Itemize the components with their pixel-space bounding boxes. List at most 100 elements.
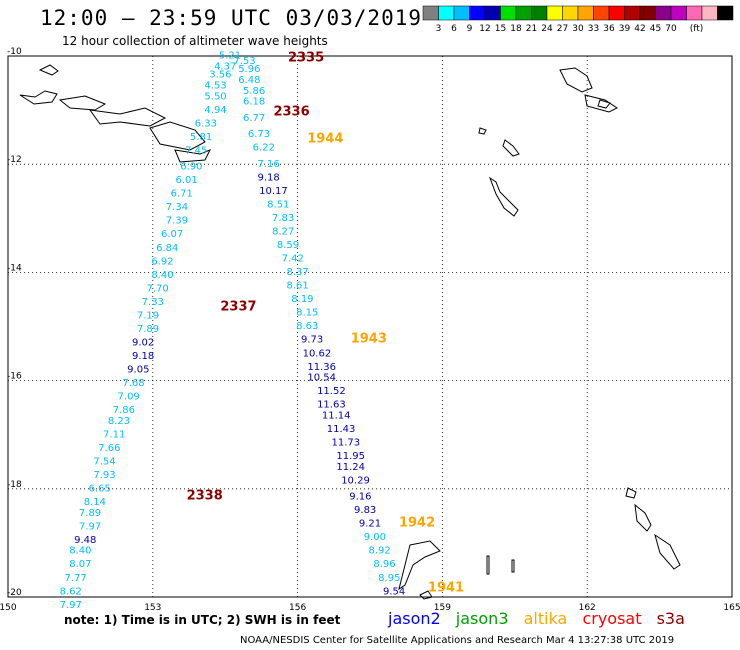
wave-height-label: 9.05	[127, 364, 149, 375]
pass-time-label: 2337	[220, 299, 256, 314]
y-tick-label: -10	[7, 47, 22, 57]
x-tick-label: 159	[434, 603, 451, 613]
wave-height-label: 9.83	[354, 505, 376, 516]
scale-swatch	[438, 5, 455, 21]
wave-height-label: 11.73	[332, 438, 361, 449]
wave-height-label: 5.81	[190, 132, 212, 143]
scale-swatch	[717, 5, 734, 21]
scale-swatch	[562, 5, 579, 21]
wave-height-label: 8.14	[84, 497, 106, 508]
wave-height-label: 7.33	[142, 297, 164, 308]
coastline	[488, 176, 519, 217]
scale-swatch	[608, 5, 625, 21]
wave-height-label: 7.93	[93, 470, 115, 481]
y-tick-label: -20	[7, 588, 22, 598]
wave-height-label: 7.09	[118, 392, 140, 403]
wave-height-label: 7.97	[79, 521, 101, 532]
wave-height-label: 9.02	[132, 337, 154, 348]
wave-height-label: 4.94	[204, 105, 226, 116]
scale-swatch	[670, 5, 687, 21]
pass-time-label: 2336	[273, 105, 309, 120]
x-tick-label: 150	[0, 603, 17, 613]
plot-border	[7, 55, 733, 598]
wave-height-label: 4.53	[204, 80, 226, 91]
scale-swatch	[546, 5, 563, 21]
wave-height-label: 8.23	[108, 416, 130, 427]
wave-height-label: 7.11	[103, 429, 125, 440]
wave-height-label: 7.89	[79, 508, 101, 519]
wave-height-label: 9.16	[349, 492, 371, 503]
legend-cryosat: cryosat	[582, 609, 642, 628]
scale-swatch	[686, 5, 703, 21]
wave-height-label: 8.27	[272, 227, 294, 238]
legend-altika: altika	[523, 609, 568, 628]
wave-height-label: 7.42	[282, 254, 304, 265]
color-scale: 3 6 9 12 15 18 21 24 27 30 33 36 39 42 45 70 (ft)	[422, 5, 734, 34]
footer-credit: NOAA/NESDIS Center for Satellite Applica…	[240, 635, 675, 646]
wave-height-label: 7.19	[137, 310, 159, 321]
page-subtitle: 12 hour collection of altimeter wave hei…	[62, 34, 328, 48]
scale-label: 18	[510, 24, 522, 34]
wave-height-label: 8.51	[267, 199, 289, 210]
wave-height-label: 6.71	[171, 189, 193, 200]
scale-swatch	[655, 5, 672, 21]
scale-label: 12	[479, 24, 490, 34]
note-text: note: 1) Time is in UTC; 2) SWH is in fe…	[64, 613, 341, 627]
wave-height-label: 11.36	[307, 362, 336, 373]
wave-height-label: 7.97	[60, 600, 82, 611]
wave-height-label: 9.18	[258, 172, 280, 183]
wave-height-label: 11.14	[322, 410, 351, 421]
wave-height-label: 9.48	[74, 535, 96, 546]
wave-height-label: 7.54	[93, 456, 115, 467]
satellite-legend: jason2 jason3 altika cryosat s3a	[388, 609, 695, 628]
scale-swatch	[484, 5, 501, 21]
coastline	[88, 107, 212, 163]
wave-height-label: 8.96	[373, 559, 395, 570]
x-tick-label: 162	[579, 603, 596, 613]
scale-swatch	[624, 5, 641, 21]
wave-height-label: 6.07	[161, 229, 183, 240]
scale-label: 30	[572, 24, 584, 34]
wave-height-points: 5.217.534.37 5.96 3.56 6.48 4.53 5.86 5.50 6.18…	[60, 51, 406, 611]
x-tick-label: 156	[289, 603, 306, 613]
wave-height-label: 6.84	[156, 243, 178, 254]
scale-swatch	[593, 5, 610, 21]
wave-height-label: 5.50	[204, 91, 226, 102]
wave-height-label: 9.54	[383, 586, 405, 597]
scale-label: 3	[436, 24, 442, 34]
scale-swatch	[531, 5, 548, 21]
wave-height-label: 7.45	[185, 145, 207, 156]
wave-height-label: 9.73	[301, 335, 323, 346]
scale-label: 33	[588, 24, 599, 34]
wave-height-label: 8.19	[291, 294, 313, 305]
scale-label: 36	[603, 24, 615, 34]
scale-label: 45	[650, 24, 661, 34]
wave-height-label: 11.43	[327, 424, 356, 435]
wave-height-label: 7.70	[146, 283, 168, 294]
wave-height-label: 8.40	[69, 546, 91, 557]
pass-time-label: 1942	[399, 516, 435, 531]
pass-time-label: 1941	[428, 581, 464, 596]
wave-height-label: 11.24	[336, 462, 365, 473]
wave-height-label: 5.86	[243, 86, 265, 97]
wave-height-label: 7.77	[64, 573, 86, 584]
x-tick-label: 165	[723, 603, 740, 613]
scale-label: 15	[495, 24, 506, 34]
wave-height-label: 7.68	[122, 378, 144, 389]
scale-label: 21	[526, 24, 537, 34]
wave-height-label: 3.56	[209, 70, 231, 81]
coastline	[398, 540, 441, 600]
wave-height-label: 8.40	[151, 270, 173, 281]
wave-height-label: 8.63	[296, 321, 318, 332]
pass-time-label: 1944	[307, 132, 343, 147]
scale-swatch	[639, 5, 656, 21]
wave-height-label: 8.15	[296, 308, 318, 319]
scale-swatch	[469, 5, 486, 21]
pass-time-label: 2335	[288, 50, 324, 65]
wave-height-label: 7.83	[272, 213, 294, 224]
wave-height-label: 8.37	[286, 267, 308, 278]
pass-time-label: 2338	[187, 489, 223, 504]
wave-height-label: 7.86	[113, 405, 135, 416]
wave-height-label: 6.48	[238, 75, 260, 86]
